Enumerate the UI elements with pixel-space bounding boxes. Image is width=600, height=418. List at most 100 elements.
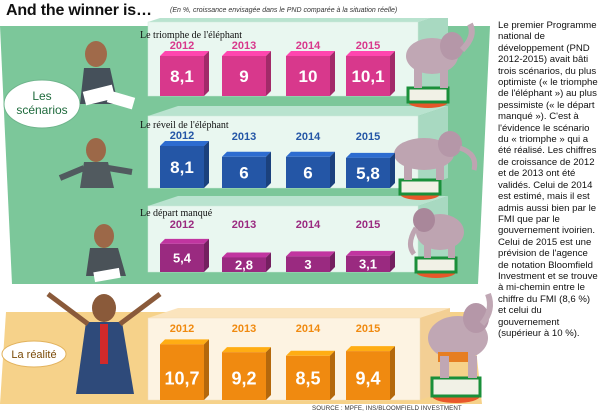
bar-side [266, 252, 271, 272]
bar-value-label: 10 [299, 67, 318, 86]
bar-side [330, 350, 335, 400]
bar-top [286, 251, 335, 257]
year-label: 2013 [232, 323, 256, 335]
bar-value-label: 3 [304, 257, 311, 272]
person-optimist-illustration [80, 41, 136, 110]
bar-side [266, 51, 271, 96]
bar [286, 355, 330, 400]
bar-top [222, 347, 271, 353]
panel-title: Le réveil de l'éléphant [140, 120, 229, 131]
bar-top [222, 51, 271, 56]
bar [160, 344, 204, 400]
bar-side [204, 141, 209, 188]
bar-top [346, 51, 395, 56]
bar-top [160, 51, 209, 56]
bar-value-label: 10,7 [164, 368, 199, 388]
bar [222, 352, 266, 400]
bar-top [222, 151, 271, 157]
bar [222, 156, 266, 188]
bar-value-label: 8,1 [170, 158, 194, 177]
bar-top [346, 346, 395, 352]
bar-top [286, 51, 335, 56]
bar-value-label: 8,5 [295, 368, 320, 388]
bar-panels: Le triomphe de l'éléphant 2012 8,1 2013 9 201… [140, 30, 395, 400]
bar [286, 156, 330, 188]
bar-side [266, 151, 271, 188]
bar-side [204, 339, 209, 400]
bar-top [286, 151, 335, 157]
year-label: 2012 [170, 130, 194, 142]
bar-value-label: 9,4 [355, 368, 380, 388]
person-reality-illustration [46, 292, 162, 394]
year-label: 2012 [170, 219, 194, 231]
bar [346, 56, 390, 96]
bar-side [330, 151, 335, 188]
bar-value-label: 9 [239, 67, 248, 86]
bar [286, 56, 330, 96]
bar-value-label: 10,1 [351, 67, 384, 86]
year-label: 2013 [232, 131, 256, 143]
source-note: SOURCE : MPFE, INS/BLOOMFIELD INVESTMENT [312, 405, 462, 412]
bar-value-label: 9,2 [231, 368, 256, 388]
year-label: 2013 [232, 40, 256, 52]
year-label: 2014 [296, 219, 321, 231]
bar [286, 256, 330, 272]
panel-title: Le départ manqué [140, 208, 213, 219]
bar-side [390, 346, 395, 400]
bar-side [390, 152, 395, 188]
year-label: 2014 [296, 131, 321, 143]
bar-value-label: 5,4 [173, 251, 192, 266]
bar-side [390, 250, 395, 272]
bar-value-label: 3,1 [359, 256, 377, 271]
elephant-depart-illustration [408, 208, 464, 278]
year-label: 2013 [232, 219, 256, 231]
bar-top [160, 238, 209, 244]
reality-label-text: La réalité [11, 349, 56, 361]
year-label: 2012 [170, 323, 194, 335]
bar-value-label: 5,8 [356, 164, 380, 183]
person-depart-illustration [86, 224, 126, 283]
bar-value-label: 8,1 [170, 67, 194, 86]
chart-subtitle: (En %, croissance envisagée dans le PND … [170, 7, 398, 14]
bar-top [346, 250, 395, 256]
infographic-chart: Les scénarios La réalité [0, 18, 493, 404]
elephant-reveil-illustration [394, 131, 478, 200]
bar [346, 351, 390, 400]
bar [160, 56, 204, 96]
bar-side [330, 51, 335, 96]
bar-top [160, 339, 209, 345]
reality-label: La réalité [1, 340, 67, 368]
bar-top [222, 252, 271, 258]
year-label: 2014 [296, 40, 321, 52]
bar [160, 243, 204, 272]
bar-value-label: 2,8 [235, 257, 253, 272]
bar-top [160, 141, 209, 146]
bar-top [346, 152, 395, 158]
bar [346, 157, 390, 188]
panel-3: 2012 10,7 2013 9,2 2014 8,5 2015 9,4 [160, 323, 395, 400]
year-label: 2014 [296, 323, 321, 335]
bar-top [286, 350, 335, 356]
bar [346, 255, 390, 272]
year-label: 2015 [356, 40, 380, 52]
bar-side [204, 51, 209, 96]
bar-side [330, 251, 335, 272]
scenarios-label-line1: Les [32, 89, 51, 103]
elephant-reality-illustration [428, 292, 493, 403]
scenarios-label: Les scénarios [3, 79, 81, 129]
bar-side [266, 347, 271, 400]
year-label: 2015 [356, 219, 380, 231]
bar-side [390, 51, 395, 96]
year-label: 2015 [356, 323, 380, 335]
panel-title: Le triomphe de l'éléphant [140, 30, 242, 41]
bar-side [204, 238, 209, 272]
person-reveil-illustration [58, 138, 133, 188]
bar-value-label: 6 [239, 163, 248, 182]
elephant-triomphe-illustration [406, 22, 475, 108]
year-label: 2015 [356, 131, 380, 143]
sidebar-text: Le premier Programme national de dévelop… [498, 20, 598, 339]
scenarios-label-line2: scénarios [16, 103, 67, 117]
